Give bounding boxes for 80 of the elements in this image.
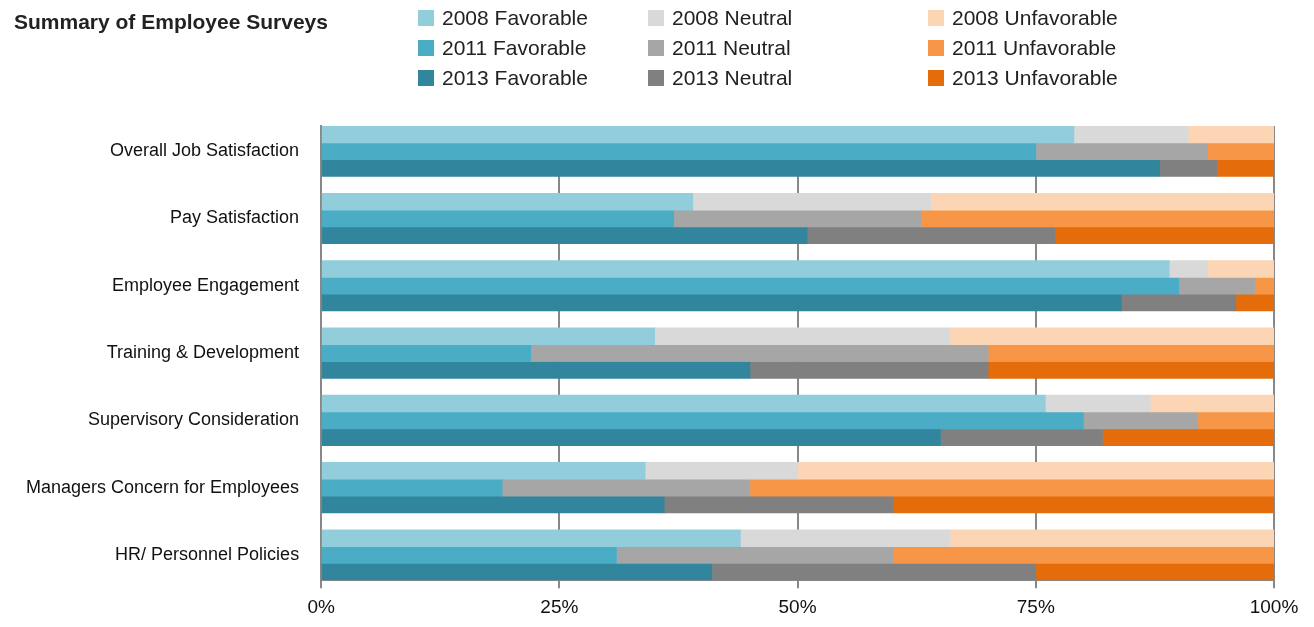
bar [321, 495, 665, 514]
y-tick-label: Employee Engagement [112, 274, 300, 295]
bar [1187, 126, 1274, 144]
bar [1168, 260, 1208, 278]
y-tick-label: Training & Development [106, 342, 300, 363]
bar [321, 361, 751, 379]
bar [1149, 394, 1274, 413]
y-tick-label: HR/ Personnel Policies [115, 543, 300, 564]
bar [749, 478, 1274, 497]
bar [921, 209, 1274, 228]
bar [1178, 277, 1256, 295]
bar [321, 209, 675, 228]
bar [1216, 159, 1274, 177]
bar [987, 361, 1274, 379]
chart-title: Summary of Employee Surveys [14, 10, 328, 34]
y-tick-label: Pay Satisfaction [170, 207, 300, 228]
bar [321, 478, 503, 497]
legend-label: 2008 Neutral [672, 6, 793, 30]
bar [1102, 428, 1274, 446]
bar [949, 529, 1274, 547]
bar [1073, 126, 1189, 144]
bar [321, 159, 1160, 177]
bar [892, 546, 1274, 564]
bar [654, 327, 951, 346]
x-tick-label: 25% [540, 595, 579, 617]
bar [797, 462, 1274, 480]
bar [501, 478, 751, 497]
legend-label: 2013 Neutral [672, 66, 793, 90]
bar [1083, 411, 1199, 430]
bar [1054, 226, 1274, 245]
legend-label: 2011 Favorable [442, 36, 587, 60]
bar [321, 344, 532, 362]
bar [692, 192, 932, 211]
bar [321, 226, 808, 245]
x-tick-label: 0% [307, 595, 335, 617]
bar [949, 327, 1274, 346]
legend-label: 2011 Unfavorable [952, 36, 1117, 60]
bar [321, 327, 655, 346]
bar [1206, 260, 1274, 278]
bar [892, 495, 1274, 514]
legend-label: 2011 Neutral [672, 36, 791, 60]
bar [321, 428, 941, 446]
bar [321, 260, 1170, 278]
bar [1044, 394, 1151, 413]
bar [321, 192, 694, 211]
x-tick-label: 100% [1249, 595, 1299, 617]
bar [1121, 293, 1237, 312]
y-tick-label: Overall Job Satisfaction [110, 140, 300, 161]
y-tick-label: Managers Concern for Employees [25, 476, 300, 497]
x-tick-label: 50% [778, 595, 817, 617]
bar [321, 563, 713, 581]
bar [616, 546, 894, 564]
legend-label: 2013 Favorable [442, 66, 588, 90]
bar [1206, 142, 1274, 160]
bar [644, 462, 798, 480]
legend-label: 2008 Unfavorable [952, 6, 1118, 30]
bar [321, 529, 741, 547]
bar [987, 344, 1274, 362]
bar [1197, 411, 1274, 430]
legend-label: 2008 Favorable [442, 6, 588, 30]
bar [1235, 293, 1274, 312]
bar [1254, 277, 1274, 295]
bar [1035, 563, 1274, 581]
bar [530, 344, 989, 362]
bar [321, 462, 646, 480]
bar [321, 293, 1122, 312]
bar [1035, 142, 1208, 160]
x-tick-label: 75% [1016, 595, 1055, 617]
bar [321, 126, 1075, 144]
bar [321, 142, 1037, 160]
bar [673, 209, 922, 228]
bar [740, 529, 951, 547]
bar [321, 277, 1180, 295]
legend-label: 2013 Unfavorable [952, 66, 1118, 90]
bar [1159, 159, 1218, 177]
bar [930, 192, 1274, 211]
bar [321, 394, 1046, 413]
bar [321, 546, 617, 564]
bar [321, 411, 1084, 430]
y-tick-label: Supervisory Consideration [88, 409, 300, 430]
